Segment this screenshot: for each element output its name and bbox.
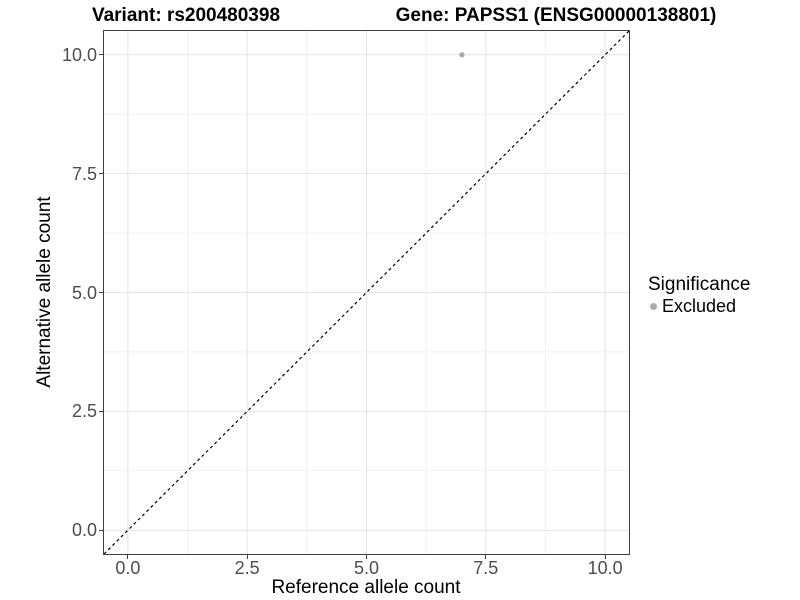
x-tick-label: 10.0: [587, 558, 623, 578]
legend-item-label: Excluded: [662, 296, 737, 316]
y-tick-mark: [99, 54, 103, 56]
legend-point-icon: [650, 302, 657, 310]
x-tick-mark: [485, 555, 487, 559]
y-tick-mark: [99, 410, 103, 412]
data-point: [459, 52, 465, 58]
plot-title-variant: Variant: rs200480398: [91, 5, 281, 26]
plot-area: [103, 30, 630, 555]
x-tick-mark: [366, 555, 367, 559]
legend-item-excluded: Excluded: [650, 296, 750, 316]
y-tick-mark: [99, 292, 103, 293]
y-tick-mark: [99, 173, 103, 175]
legend-title: Significance: [648, 274, 751, 295]
y-tick-label: 2.5: [71, 401, 97, 422]
x-tick-mark: [246, 555, 248, 559]
plot-title-gene: Gene: PAPSS1 (ENSG00000138801): [395, 5, 717, 26]
x-axis-title: Reference allele count: [271, 577, 461, 598]
y-tick-label: 7.5: [71, 163, 97, 184]
legend: Significance Excluded: [648, 274, 750, 316]
x-tick-label: 7.5: [473, 558, 499, 578]
y-tick-mark: [99, 529, 103, 531]
plot-panel: [103, 30, 630, 555]
x-tick-label: 0.0: [115, 558, 141, 578]
y-tick-label: 0.0: [71, 520, 97, 541]
x-tick-label: 5.0: [353, 558, 380, 578]
y-tick-label: 10.0: [61, 44, 97, 65]
x-tick-mark: [127, 555, 129, 559]
x-tick-label: 2.5: [234, 558, 260, 578]
x-tick-mark: [604, 555, 606, 559]
y-tick-label: 5.0: [71, 282, 97, 303]
